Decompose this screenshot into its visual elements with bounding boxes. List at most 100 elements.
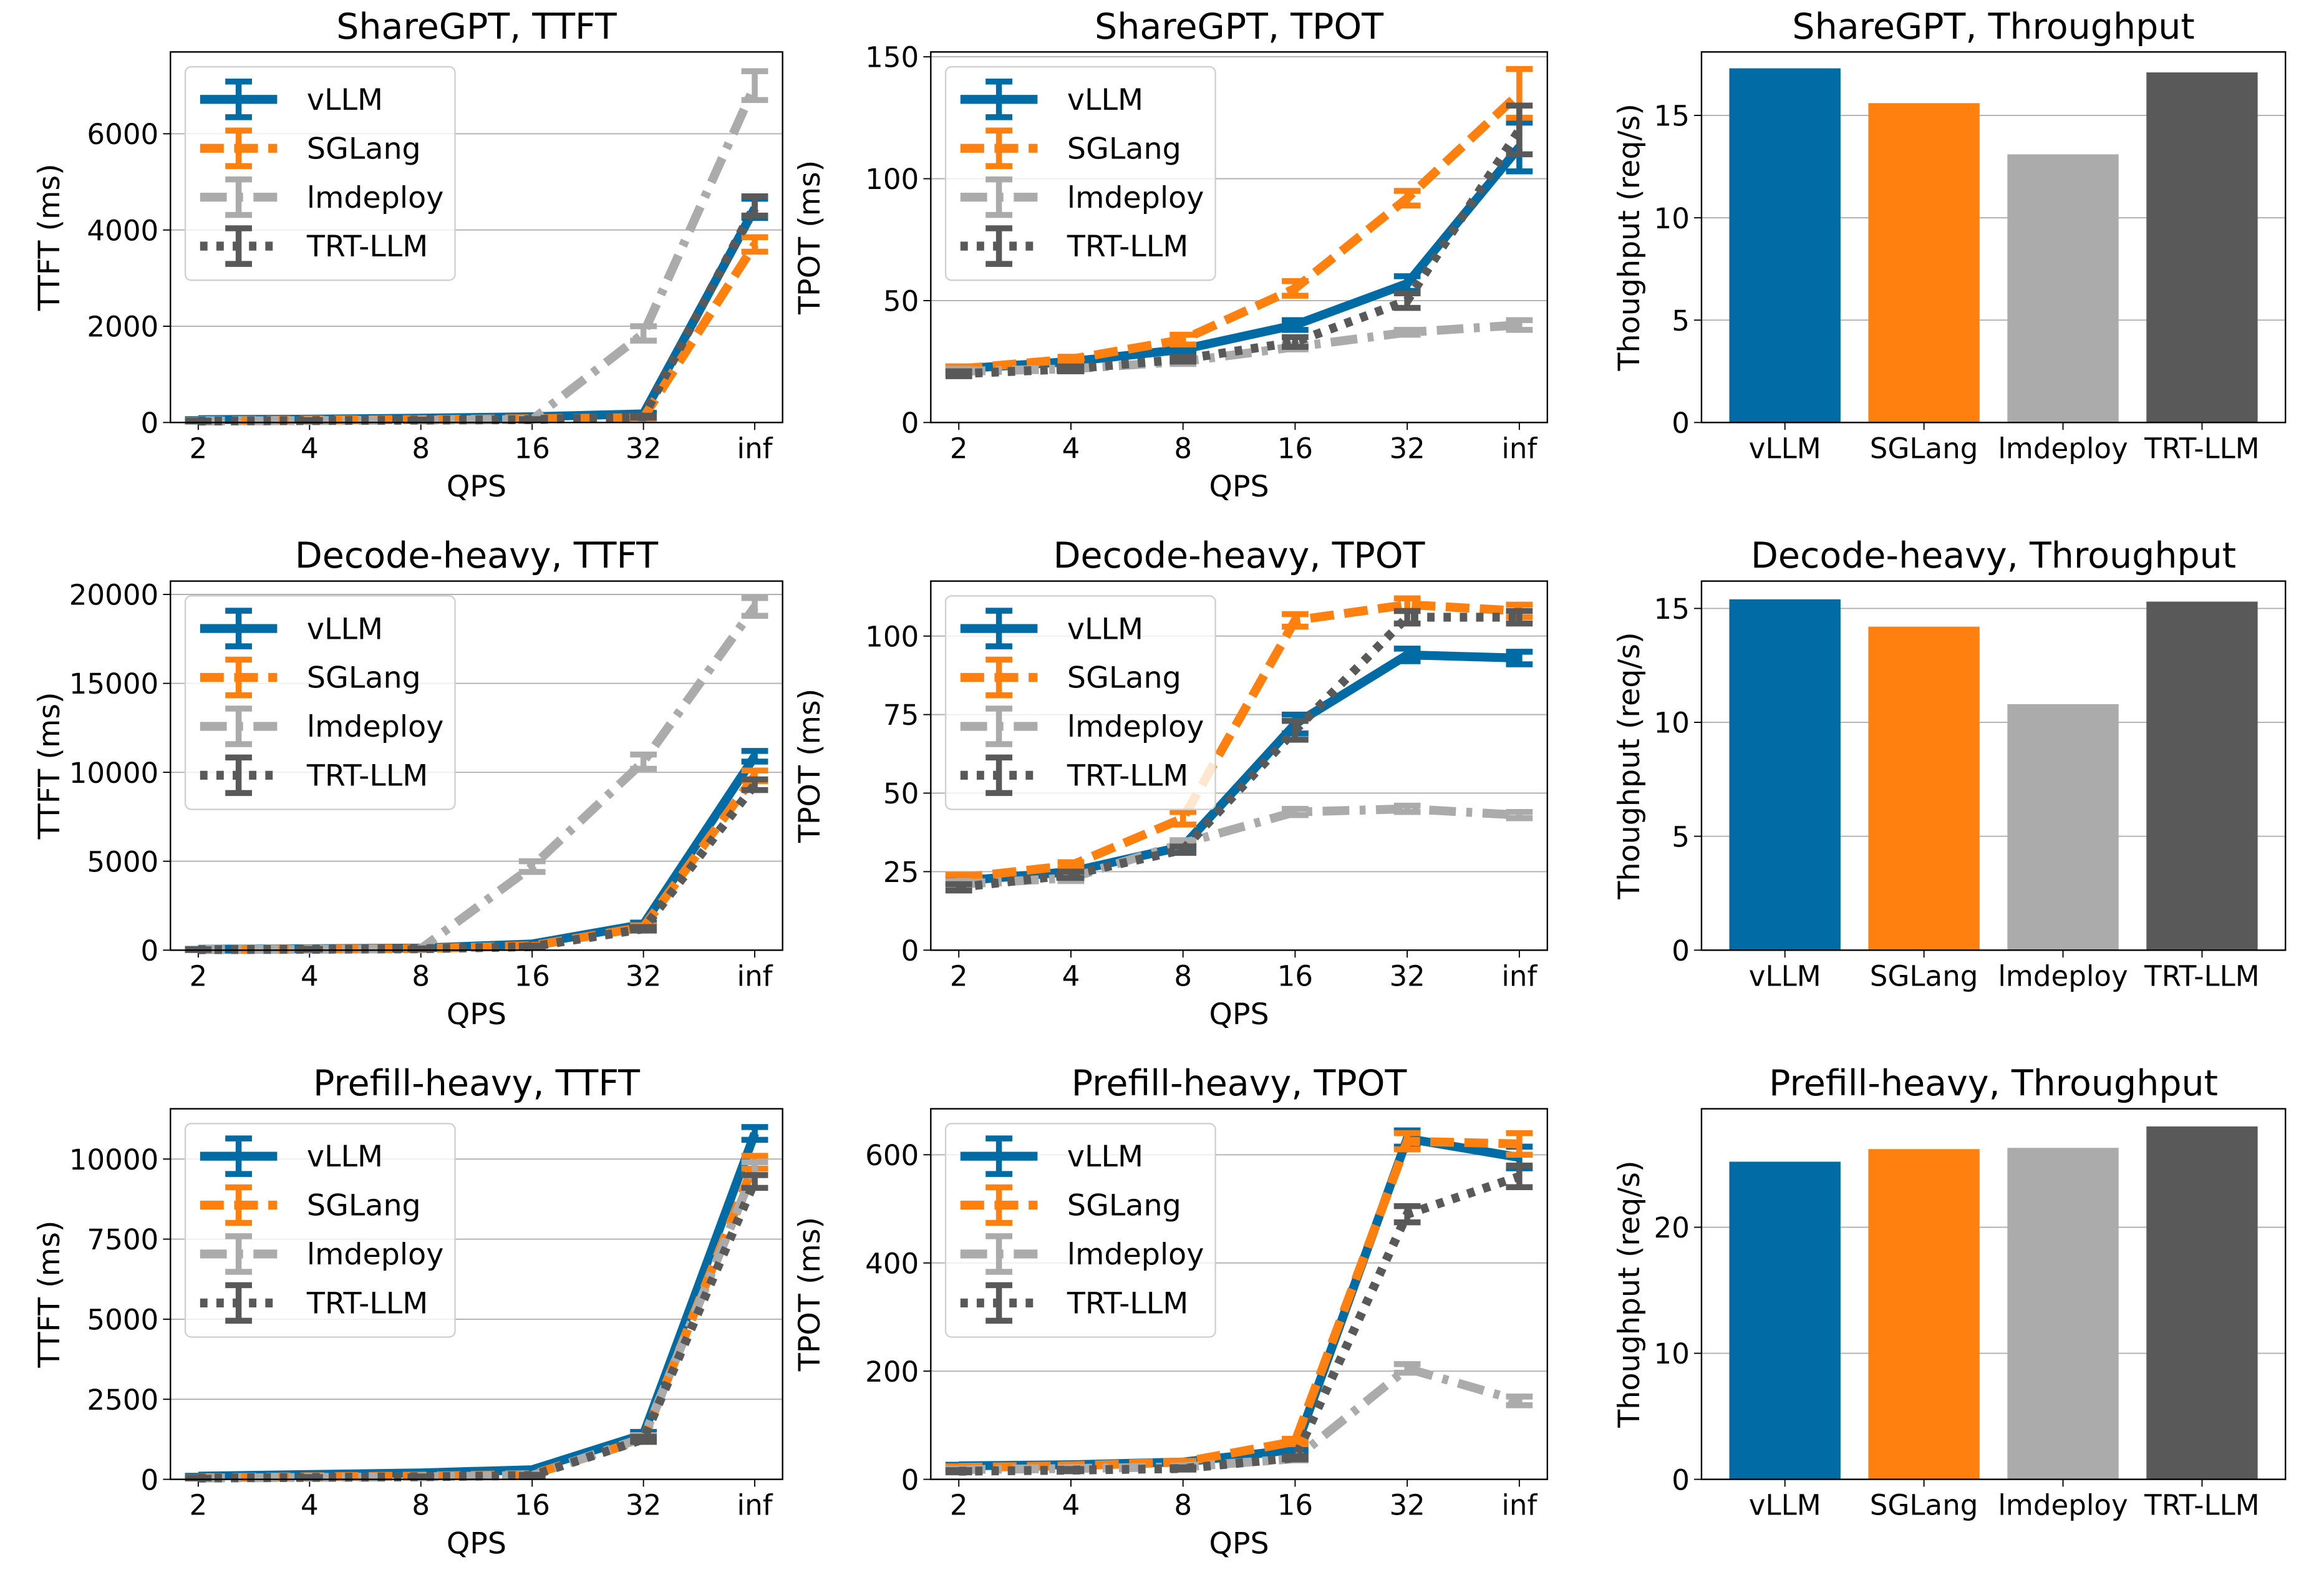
y-tick-label: 100: [865, 163, 919, 196]
legend-label: lmdeploy: [307, 181, 443, 215]
data-line: [198, 1180, 759, 1483]
error-bar: [1282, 611, 1309, 630]
legend-label: SGLang: [1067, 1189, 1181, 1223]
y-tick-label: 2500: [87, 1384, 158, 1417]
legend-label: vLLM: [1067, 83, 1143, 117]
bar: [2146, 601, 2258, 951]
error-bar: [741, 1124, 768, 1143]
error-bar: [1393, 608, 1421, 627]
legend-label: SGLang: [1067, 132, 1181, 166]
error-bar: [945, 1467, 972, 1476]
y-tick-label: 0: [1672, 407, 1690, 440]
error-bar: [945, 881, 972, 894]
data-line: [198, 782, 758, 954]
legend-errorbar: [985, 1135, 1012, 1177]
error-bar: [630, 323, 657, 344]
x-tick-label: 2: [950, 1489, 968, 1522]
legend-errorbar: [985, 608, 1012, 649]
y-axis-label: TTFT (ms): [32, 1221, 67, 1369]
chart-title: Decode-heavy, Throughput: [1751, 535, 2236, 576]
subplot: 0 2000 4000 6000 2 4 8 16 32 inf ShareGPT, TTFT QPS…: [32, 6, 783, 504]
x-tick-label: 4: [1062, 959, 1080, 992]
subplot: 0 5 10 15 vLLM SGLang lmdeploy TRT-LLM Decode-he…: [1612, 535, 2287, 992]
x-tick-label: vLLM: [1749, 432, 1821, 465]
error-bar: [1506, 317, 1533, 333]
x-axis-label: QPS: [447, 1526, 506, 1561]
x-axis-label: QPS: [1209, 1526, 1269, 1561]
x-tick-label: 2: [190, 432, 208, 465]
legend-errorbar: [225, 1282, 252, 1324]
data-line: [198, 604, 758, 954]
error-bar: [1506, 649, 1533, 667]
x-axis-label: QPS: [1209, 470, 1269, 504]
y-tick-label: 2000: [87, 311, 158, 344]
y-tick-label: 200: [865, 1355, 919, 1388]
y-tick-label: 0: [141, 934, 159, 967]
error-bar: [1393, 327, 1421, 338]
bar: [2146, 72, 2258, 423]
axes-frame: [930, 51, 1549, 424]
x-tick-label: 16: [1277, 1489, 1313, 1522]
x-tick-label: 32: [626, 432, 661, 465]
legend-errorbar: [985, 1282, 1012, 1324]
y-axis-label: Thoughput (req/s): [1612, 632, 1647, 899]
data-line: [959, 1172, 1521, 1476]
error-bar: [630, 1433, 657, 1445]
error-bar: [630, 412, 657, 421]
legend-errorbar: [985, 79, 1012, 120]
y-tick-label: 6000: [87, 118, 158, 151]
y-tick-label: 50: [883, 285, 919, 318]
legend-box: [184, 1123, 456, 1338]
error-bar: [1057, 859, 1085, 872]
legend-errorbar: [985, 656, 1012, 699]
error-bar: [1506, 1162, 1533, 1191]
legend-box: [944, 65, 1216, 281]
x-axis-label: QPS: [1209, 997, 1269, 1032]
error-bar: [518, 1471, 546, 1480]
chart-title: Prefill-heavy, TTFT: [313, 1063, 640, 1104]
x-tick-label: 32: [626, 959, 661, 992]
data-line: [958, 144, 1523, 374]
y-tick-label: 400: [865, 1247, 919, 1280]
x-tick-label: TRT-LLM: [2144, 959, 2260, 992]
error-bar: [741, 193, 768, 219]
subplot: 0 50 100 150 2 4 8 16 32 inf ShareGPT, TPOT QPS TPOT…: [793, 6, 1549, 504]
x-tick-label: SGLang: [1870, 1489, 1978, 1522]
error-bar: [1057, 868, 1085, 881]
legend-errorbar: [985, 225, 1012, 267]
y-tick-label: 5: [1672, 304, 1690, 337]
y-tick-label: 0: [901, 1463, 919, 1496]
x-tick-label: lmdeploy: [1998, 432, 2128, 465]
legend-label: SGLang: [307, 661, 421, 695]
bar: [2146, 1126, 2258, 1480]
error-bar: [741, 1172, 768, 1191]
y-axis-label: TPOT (ms): [793, 1217, 827, 1372]
subplot: 0 25 50 75 100 2 4 8 16 32 inf Decode-heavy, TPOT QP…: [793, 535, 1549, 1032]
error-bar: [1393, 188, 1421, 209]
legend-label: lmdeploy: [307, 1238, 443, 1272]
legend-label: vLLM: [307, 612, 383, 646]
y-axis-label: TTFT (ms): [32, 163, 67, 311]
error-bar: [741, 776, 768, 793]
x-axis-label: QPS: [447, 997, 506, 1032]
error-bar: [1169, 1464, 1197, 1473]
y-tick-label: 0: [1672, 1463, 1690, 1496]
data-line: [958, 804, 1520, 889]
x-axis-label: QPS: [447, 470, 506, 504]
legend-errorbar: [225, 656, 252, 699]
data-line: [958, 600, 1520, 883]
legend-errorbar: [985, 1233, 1012, 1275]
x-tick-label: 32: [1389, 432, 1425, 465]
error-bar: [518, 943, 546, 951]
legend-label: TRT-LLM: [1067, 230, 1188, 264]
axes-frame: [170, 1108, 783, 1480]
legend-errorbar: [225, 225, 252, 267]
error-bar: [185, 417, 212, 425]
y-tick-label: 25: [883, 856, 919, 889]
legend-label: TRT-LLM: [306, 1286, 428, 1321]
bar: [1729, 68, 1841, 423]
x-tick-label: vLLM: [1749, 1489, 1821, 1522]
bar: [1868, 103, 1980, 423]
x-tick-label: inf: [737, 1489, 773, 1522]
